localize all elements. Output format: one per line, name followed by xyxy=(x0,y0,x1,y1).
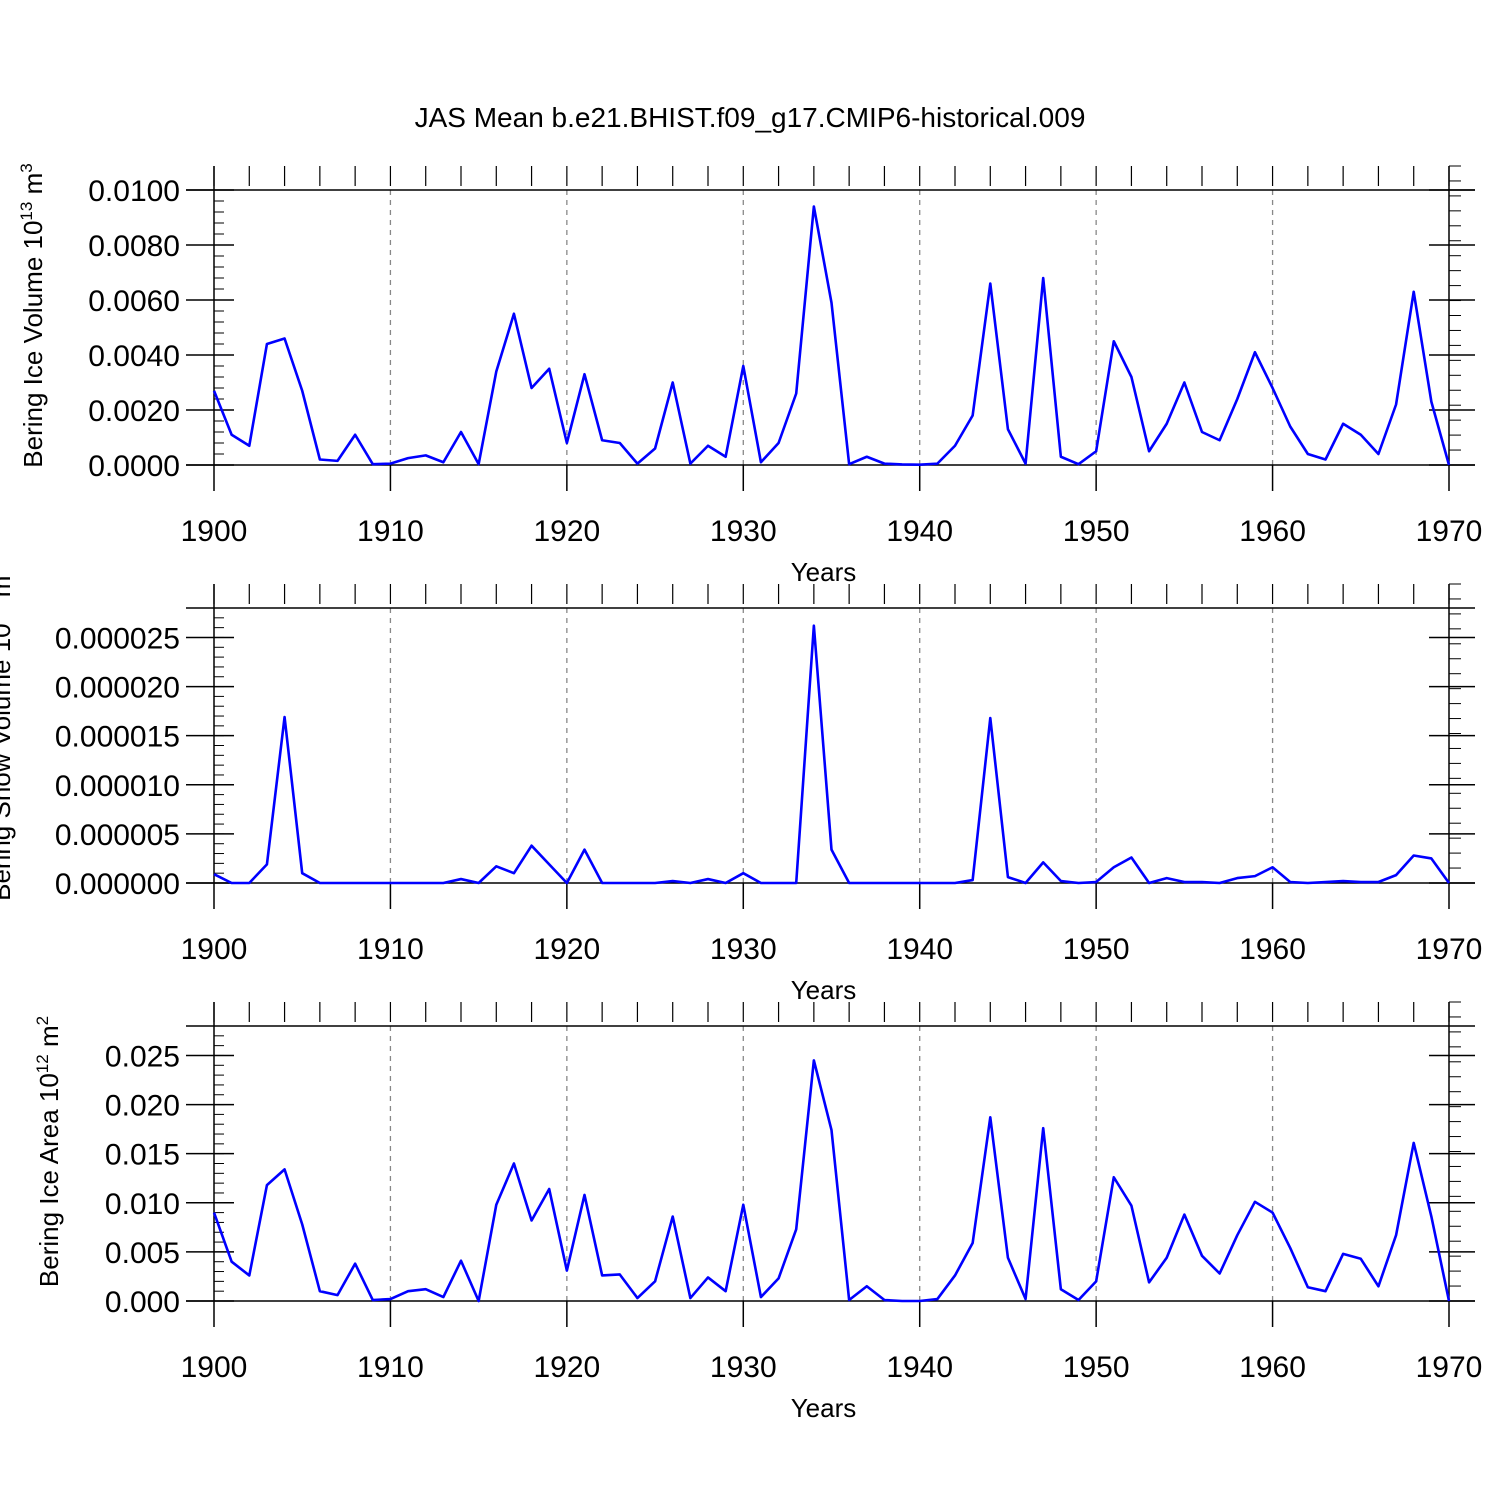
x-tick-label: 1920 xyxy=(533,515,600,548)
x-tick-label: 1970 xyxy=(1416,1351,1483,1384)
panel-3: 0.000 0.005 0.010 0.015 0.020 0.025 1900 1910 19… xyxy=(33,1001,1483,1423)
x-tick-label: 1900 xyxy=(181,515,248,548)
y-axis-label: Bering Snow Volume 1013 m3 xyxy=(0,566,16,901)
y-tick-label: 0.000010 xyxy=(55,770,180,803)
x-tick-label: 1910 xyxy=(357,515,424,548)
x-tick-label: 1910 xyxy=(357,933,424,966)
x-tick-label: 1950 xyxy=(1063,933,1130,966)
panel-1: 0.0000 0.0020 0.0040 0.0060 0.0080 0.0100 1900… xyxy=(17,163,1482,587)
series-line xyxy=(212,1059,1451,1303)
x-axis-label: Years xyxy=(791,975,857,1005)
x-axis-label: Years xyxy=(791,557,857,587)
panel-2: 0.000000 0.000005 0.000010 0.000015 0.000020… xyxy=(0,566,1482,1005)
y-tick-label: 0.0000 xyxy=(88,450,180,483)
y-tick-label: 0.000015 xyxy=(55,721,180,754)
y-tick-label: 0.010 xyxy=(105,1188,180,1221)
x-tick-label: 1930 xyxy=(710,1351,777,1384)
x-axis-label: Years xyxy=(791,1393,857,1423)
y-tick-label: 0.005 xyxy=(105,1237,180,1270)
y-tick-label: 0.0040 xyxy=(88,340,180,373)
x-tick-label: 1900 xyxy=(181,933,248,966)
y-axis-label: Bering Ice Area 1012 m2 xyxy=(33,1016,64,1287)
y-tick-label: 0.015 xyxy=(105,1139,180,1172)
x-tick-label: 1940 xyxy=(886,1351,953,1384)
y-tick-label: 0.000000 xyxy=(55,868,180,901)
y-tick-label: 0.000 xyxy=(105,1286,180,1319)
x-tick-label: 1920 xyxy=(533,1351,600,1384)
x-tick-label: 1960 xyxy=(1239,933,1306,966)
y-tick-label: 0.000005 xyxy=(55,819,180,852)
x-tick-label: 1970 xyxy=(1416,515,1483,548)
y-tick-label: 0.0020 xyxy=(88,395,180,428)
y-axis-label: Bering Ice Volume 1013 m3 xyxy=(17,163,48,467)
x-tick-label: 1940 xyxy=(886,933,953,966)
x-tick-label: 1950 xyxy=(1063,1351,1130,1384)
x-tick-label: 1920 xyxy=(533,933,600,966)
y-tick-label: 0.020 xyxy=(105,1090,180,1123)
series-line xyxy=(213,624,1451,885)
y-tick-label: 0.0060 xyxy=(88,285,180,318)
x-tick-label: 1910 xyxy=(357,1351,424,1384)
x-tick-label: 1950 xyxy=(1063,515,1130,548)
x-tick-label: 1900 xyxy=(181,1351,248,1384)
y-tick-label: 0.025 xyxy=(105,1040,180,1073)
y-tick-label: 0.000020 xyxy=(55,672,180,705)
y-tick-label: 0.0080 xyxy=(88,230,180,263)
x-tick-label: 1930 xyxy=(710,515,777,548)
x-tick-label: 1940 xyxy=(886,515,953,548)
series-line xyxy=(212,205,1451,467)
x-tick-label: 1970 xyxy=(1416,933,1483,966)
y-tick-label: 0.000025 xyxy=(55,622,180,655)
x-tick-label: 1930 xyxy=(710,933,777,966)
x-tick-label: 1960 xyxy=(1239,1351,1306,1384)
x-tick-label: 1960 xyxy=(1239,515,1306,548)
y-tick-label: 0.0100 xyxy=(88,175,180,208)
chart-title: JAS Mean b.e21.BHIST.f09_g17.CMIP6-histo… xyxy=(415,102,1086,133)
